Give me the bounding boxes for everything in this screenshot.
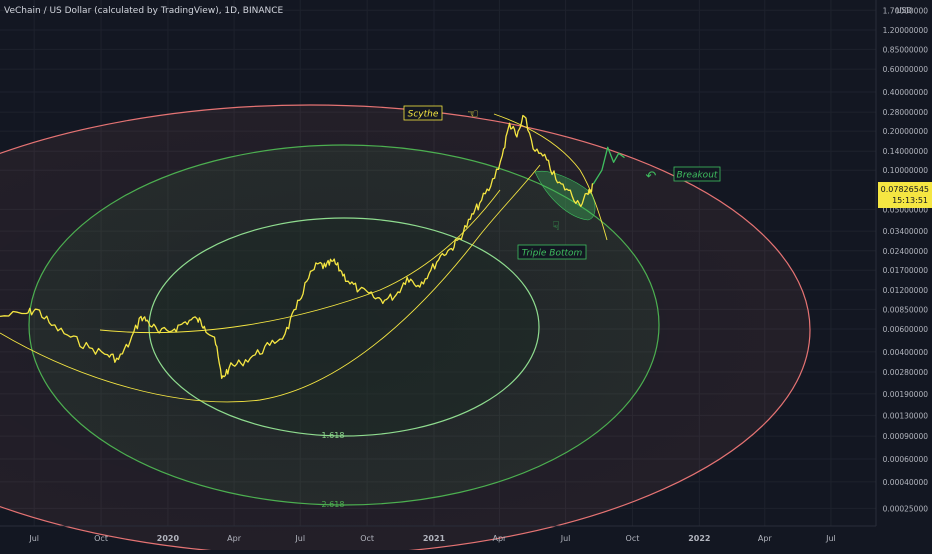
price-tick-label: 0.14000000 <box>883 147 929 156</box>
price-tick-label: 0.28000000 <box>883 108 929 117</box>
price-tick-label: 0.05000000 <box>883 205 929 214</box>
price-tick-label: 1.20000000 <box>883 26 929 35</box>
price-tick-label: 0.03400000 <box>883 227 929 236</box>
scythe-label: Scythe <box>408 110 439 120</box>
time-tick-label: 2021 <box>423 534 446 543</box>
hand-pointing-down-icon: ☟ <box>552 219 559 233</box>
triple-bottom-zone[interactable] <box>534 170 596 221</box>
projection-line[interactable] <box>592 146 625 185</box>
hand-pointing-left-icon: ☜ <box>467 107 479 122</box>
price-tick-label: 0.02400000 <box>883 247 929 256</box>
price-line[interactable] <box>0 114 594 380</box>
price-tick-label: 0.10000000 <box>883 166 929 175</box>
price-tick-label: 0.00090000 <box>883 432 929 441</box>
time-tick-label: Apr <box>493 534 508 543</box>
time-axis[interactable]: Jul Oct 2020 Apr Jul Oct 2021 Apr Jul Oct 2022 Apr J… <box>28 534 835 543</box>
scythe-annotation[interactable]: Scythe <box>403 105 443 121</box>
lower-trend-arc[interactable] <box>0 164 541 403</box>
breakout-annotation[interactable]: Breakout <box>673 166 721 182</box>
breakout-label: Breakout <box>677 171 718 181</box>
price-tick-label: 0.00850000 <box>883 305 929 314</box>
countdown: 15:13:51 <box>892 196 928 205</box>
price-axis-ticks: 1.70000000 1.20000000 0.85000000 0.60000000… <box>883 6 929 513</box>
time-tick-label: Jul <box>28 534 39 543</box>
triple-bottom-annotation[interactable]: Triple Bottom <box>517 244 587 260</box>
price-tick-label: 0.00130000 <box>883 411 929 420</box>
price-tick-label: 0.00190000 <box>883 390 929 399</box>
time-tick-label: Apr <box>227 534 242 543</box>
price-tick-label: 0.85000000 <box>883 45 929 54</box>
chart-title: VeChain / US Dollar (calculated by Tradi… <box>4 6 284 16</box>
time-tick-label: 2022 <box>688 534 710 543</box>
time-tick-label: Oct <box>626 534 640 543</box>
fib-ellipse-inner[interactable] <box>148 217 540 437</box>
price-tick-label: 0.00060000 <box>883 455 929 464</box>
price-tick-label: 0.00280000 <box>883 368 929 377</box>
time-tick-label: Apr <box>758 534 773 543</box>
price-axis-unit: USD <box>896 6 912 15</box>
time-tick-label: 2020 <box>157 534 180 543</box>
price-tick-label: 1.70000000 <box>883 6 929 15</box>
price-tick-label: 0.20000000 <box>883 127 929 136</box>
price-tick-label: 0.00040000 <box>883 478 929 487</box>
curved-arrow-left-icon: ↶ <box>646 169 657 184</box>
time-tick-label: Jul <box>294 534 305 543</box>
price-tick-label: 0.00600000 <box>883 325 929 334</box>
time-tick-label: Jul <box>560 534 571 543</box>
price-tick-label: 0.60000000 <box>883 65 929 74</box>
fib-inner-label: 1.618 <box>322 431 345 440</box>
price-tick-label: 0.01200000 <box>883 286 929 295</box>
current-price: 0.07826545 <box>881 185 929 194</box>
fib-ellipse-middle[interactable] <box>28 144 660 506</box>
current-price-badge <box>878 182 932 208</box>
time-tick-label: Oct <box>360 534 374 543</box>
time-tick-label: Oct <box>94 534 108 543</box>
price-tick-label: 0.40000000 <box>883 88 929 97</box>
price-tick-label: 0.00025000 <box>883 504 929 513</box>
triple-bottom-label: Triple Bottom <box>522 249 583 259</box>
price-tick-label: 0.01700000 <box>883 266 929 275</box>
price-tick-label: 0.00400000 <box>883 348 929 357</box>
time-tick-label: Jul <box>825 534 836 543</box>
fib-outer-label: 2.618 <box>322 500 345 509</box>
price-axis[interactable] <box>876 0 932 550</box>
